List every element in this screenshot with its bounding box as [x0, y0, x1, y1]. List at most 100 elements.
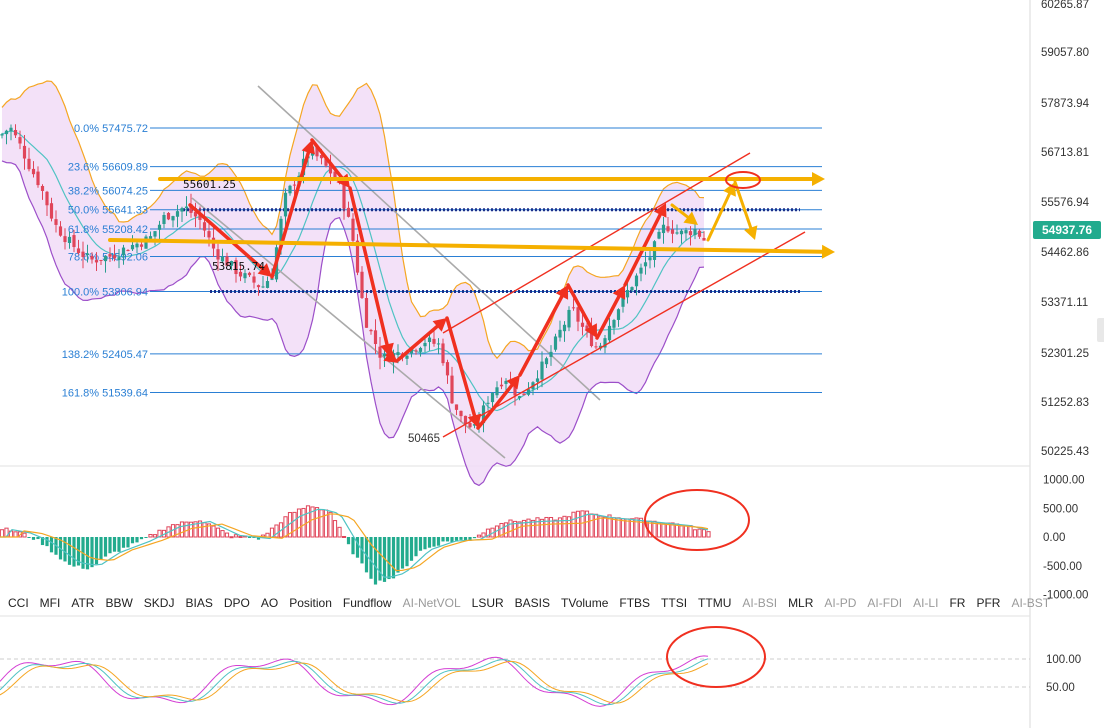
- macd-histogram-bar: [589, 513, 594, 538]
- osc-line-j: [0, 660, 709, 704]
- candle-body: [643, 262, 648, 267]
- ascending-channel-line: [442, 152, 751, 334]
- indicator-tab[interactable]: BBW: [105, 596, 133, 610]
- fib-level-label: 161.8% 51539.64: [62, 387, 148, 399]
- macd-histogram-bar: [193, 521, 198, 538]
- macd-histogram-bar: [454, 537, 459, 541]
- macd-histogram-bar: [337, 526, 342, 538]
- macd-histogram-bar: [414, 537, 418, 557]
- panel-collapse-handle[interactable]: [1097, 318, 1104, 342]
- macd-histogram-bar: [310, 506, 315, 538]
- trend-arrow-red: [310, 138, 344, 180]
- macd-histogram-bar: [94, 537, 99, 565]
- price-tick-label: 50225.43: [1041, 446, 1089, 458]
- candle-body: [49, 203, 54, 219]
- indicator-tab[interactable]: AI-FDI: [867, 596, 903, 610]
- macd-histogram-bar: [463, 537, 468, 541]
- candle-body: [256, 285, 261, 288]
- candle-body: [684, 230, 688, 234]
- candle-body: [328, 163, 333, 174]
- indicator-tab[interactable]: Position: [289, 596, 332, 610]
- indicator-tab[interactable]: DPO: [223, 596, 250, 610]
- candle-body: [342, 182, 346, 209]
- indicator-tab[interactable]: AI-BST: [1011, 596, 1051, 610]
- indicator-tab[interactable]: AI-NetVOL: [402, 596, 461, 610]
- macd-histogram-bar: [296, 508, 302, 538]
- candle-body: [625, 290, 630, 298]
- candle-body: [324, 158, 328, 166]
- candle-body: [499, 384, 504, 387]
- indicator-tab[interactable]: SKDJ: [143, 596, 175, 610]
- macd-histogram-bar: [620, 518, 626, 538]
- macd-histogram-bar: [108, 537, 112, 554]
- osc-highlight-circle: [666, 626, 766, 688]
- target-circle: [725, 171, 761, 189]
- indicator-tab[interactable]: ATR: [71, 596, 95, 610]
- trend-arrow-red-head: [257, 263, 272, 277]
- indicator-tab[interactable]: TTMU: [698, 596, 732, 610]
- candle-body: [216, 249, 220, 260]
- candle-body: [238, 271, 243, 277]
- projection-arrow-yellow: [108, 238, 825, 254]
- macd-histogram-bar: [85, 537, 90, 570]
- trend-arrow-red: [595, 294, 621, 340]
- macd-histogram-bar: [427, 537, 432, 548]
- indicator-tab[interactable]: BIAS: [185, 596, 213, 610]
- price-tick-label: 60265.87: [1041, 0, 1089, 11]
- macd-histogram-bar: [423, 537, 427, 550]
- macd-histogram-bar: [405, 537, 409, 567]
- macd-histogram-bar: [553, 519, 558, 538]
- projection-arrow-yellow-head: [812, 172, 825, 186]
- macd-histogram-bar: [27, 537, 31, 538]
- fib-level-label: 23.6% 56609.89: [68, 162, 148, 174]
- macd-histogram-bar: [247, 537, 252, 538]
- candle-body: [4, 130, 9, 135]
- macd-histogram-bar: [229, 536, 234, 539]
- macd-histogram-bar: [99, 537, 103, 560]
- indicator-tab[interactable]: MFI: [39, 596, 61, 610]
- candle-body: [99, 259, 103, 261]
- indicator-tab[interactable]: AI-PD: [824, 596, 857, 610]
- macd-histogram-bar: [215, 527, 221, 538]
- indicator-tab[interactable]: LSUR: [471, 596, 504, 610]
- candle-body: [603, 338, 607, 348]
- macd-histogram-bar: [135, 537, 139, 543]
- osc-tick-label: 100.00: [1046, 654, 1081, 666]
- candle-body: [220, 256, 225, 262]
- indicator-tab[interactable]: PFR: [976, 596, 1001, 610]
- indicator-tab[interactable]: FR: [949, 596, 966, 610]
- candle-body: [567, 309, 571, 328]
- indicator-tab[interactable]: FTBS: [619, 596, 651, 610]
- indicator-tab-bar: CCI MFI ATR BBW SKDJ BIAS DPO AO Position Fundflo…: [0, 590, 1050, 616]
- trend-arrow-red-head: [383, 349, 398, 363]
- macd-histogram-bar: [391, 537, 396, 579]
- candle-body: [351, 218, 355, 241]
- candle-body: [130, 244, 135, 250]
- candle-body: [526, 389, 531, 395]
- macd-histogram-bar: [472, 537, 477, 539]
- candle-body: [252, 276, 256, 283]
- macd-histogram-bar: [418, 537, 423, 551]
- macd-histogram-bar: [692, 529, 698, 538]
- candle-body: [112, 255, 117, 259]
- candle-body: [184, 206, 189, 209]
- indicator-tab[interactable]: AO: [260, 596, 279, 610]
- trend-arrow-red: [476, 383, 514, 430]
- indicator-tab[interactable]: AI-LI: [913, 596, 939, 610]
- macd-histogram-bar: [301, 507, 306, 538]
- indicator-tab[interactable]: MLR: [788, 596, 814, 610]
- candle-body: [612, 319, 616, 328]
- trend-arrow-red: [396, 324, 439, 362]
- candle-body: [517, 396, 522, 399]
- candle-body: [580, 322, 585, 327]
- indicator-tab[interactable]: TVolume: [561, 596, 609, 610]
- indicator-tab[interactable]: AI-BSI: [742, 596, 778, 610]
- indicator-tab[interactable]: TTSI: [661, 596, 688, 610]
- candle-body: [27, 158, 31, 170]
- indicator-tab[interactable]: BASIS: [514, 596, 551, 610]
- indicator-tab[interactable]: Fundflow: [342, 596, 392, 610]
- macd-histogram-bar: [584, 510, 590, 538]
- indicator-tab[interactable]: CCI: [8, 596, 29, 610]
- candle-body: [522, 393, 526, 396]
- macd-histogram-bar: [593, 513, 599, 538]
